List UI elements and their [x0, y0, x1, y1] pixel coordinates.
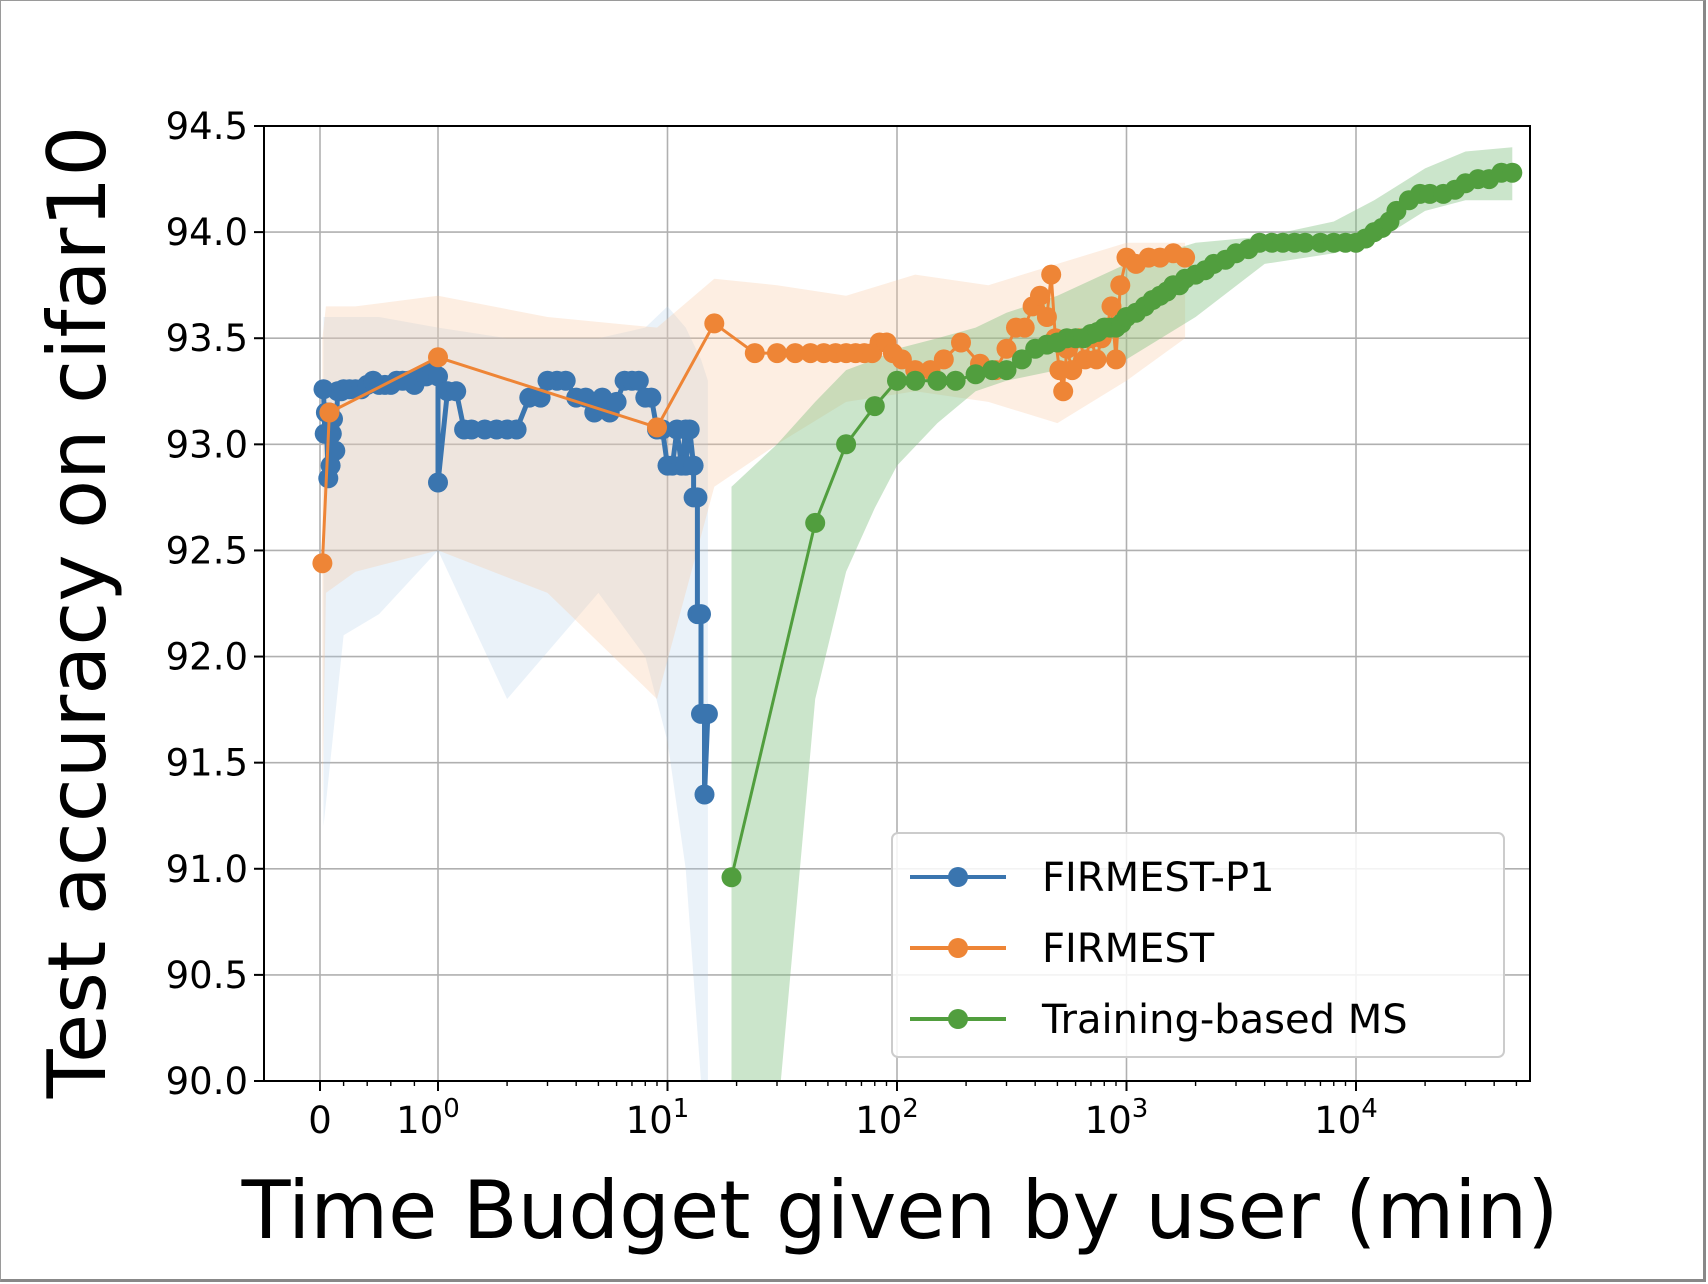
data-point	[1101, 296, 1122, 317]
y-tick-label: 94.0	[166, 211, 248, 254]
data-point	[1502, 162, 1523, 183]
data-point	[996, 338, 1017, 359]
legend-item: FIRMEST-P1	[910, 855, 1275, 901]
y-tick-label: 93.5	[166, 317, 248, 360]
data-point	[996, 360, 1017, 381]
y-tick-label: 90.0	[166, 1060, 248, 1103]
series-lines	[312, 162, 1523, 888]
data-point	[933, 349, 954, 370]
data-point	[927, 370, 948, 391]
legend-marker	[948, 867, 968, 887]
legend-item: FIRMEST	[910, 926, 1215, 972]
x-tick-label: 102	[855, 1094, 919, 1142]
series-training-based-ms	[721, 162, 1523, 888]
data-point	[428, 472, 448, 493]
data-point	[805, 512, 826, 533]
data-point	[1106, 349, 1126, 370]
axis-ticks: 90.0 90.5 91.0 91.5 92.0 92.5 93.0 93.5 94.0 94.5…	[166, 105, 1518, 1142]
data-point	[428, 366, 448, 387]
data-point	[951, 332, 971, 353]
y-tick-label: 92.0	[166, 636, 248, 679]
data-point	[1053, 381, 1074, 402]
legend-box	[891, 832, 1505, 1058]
x-tick-label: 0	[308, 1099, 332, 1142]
data-point	[1041, 264, 1062, 285]
legend-label: FIRMEST	[1042, 926, 1215, 972]
data-point	[428, 347, 448, 368]
data-point	[647, 417, 667, 438]
data-point	[697, 703, 718, 724]
y-tick-label: 90.5	[166, 954, 248, 997]
legend-item: Training-based MS	[910, 997, 1408, 1043]
data-point	[694, 784, 715, 805]
data-point	[641, 387, 662, 408]
y-tick-label: 93.0	[166, 423, 248, 466]
y-axis-label: Test accuracy on cifar10	[31, 126, 124, 1100]
data-point	[555, 370, 576, 391]
data-point	[1014, 317, 1035, 338]
data-point	[325, 440, 346, 461]
data-point	[1036, 307, 1057, 327]
x-axis-label: Time Budget given by user (min)	[241, 1164, 1559, 1257]
data-point	[721, 867, 742, 888]
data-point	[1295, 232, 1316, 253]
data-point	[1086, 349, 1107, 370]
y-tick-label: 94.5	[166, 105, 248, 148]
data-point	[704, 313, 725, 334]
data-point	[1030, 285, 1050, 306]
data-point	[965, 364, 986, 385]
data-point	[767, 343, 787, 364]
data-point	[982, 360, 1003, 381]
data-point	[319, 402, 340, 423]
data-point	[836, 434, 857, 455]
y-tick-label: 92.5	[166, 529, 248, 572]
legend-marker	[948, 1009, 968, 1029]
data-point	[864, 396, 885, 417]
data-point	[606, 391, 627, 412]
data-point	[744, 343, 765, 364]
x-tick-label: 100	[396, 1094, 460, 1142]
data-point	[891, 349, 912, 370]
confidence-band	[323, 306, 708, 1081]
y-tick-label: 91.5	[166, 742, 248, 785]
legend-label: FIRMEST-P1	[1042, 855, 1275, 901]
data-point	[945, 370, 966, 391]
x-tick-label: 104	[1314, 1094, 1378, 1142]
data-point	[785, 343, 806, 364]
x-tick-label: 103	[1085, 1094, 1149, 1142]
data-point	[312, 553, 333, 574]
data-point	[446, 381, 467, 402]
data-point	[1011, 349, 1032, 370]
data-point	[683, 455, 704, 476]
data-point	[691, 604, 711, 625]
legend-label: Training-based MS	[1041, 997, 1408, 1043]
data-point	[1175, 247, 1196, 268]
data-point	[628, 370, 649, 391]
series-firmest	[312, 243, 1196, 574]
legend-marker	[948, 938, 968, 958]
y-tick-label: 91.0	[166, 848, 248, 891]
data-point	[887, 370, 907, 391]
data-point	[679, 419, 700, 440]
x-tick-label: 101	[626, 1094, 690, 1142]
data-point	[905, 370, 926, 391]
data-point	[687, 487, 708, 508]
data-point	[1110, 275, 1131, 296]
series-firmest-p1	[313, 360, 718, 805]
data-point	[506, 419, 527, 440]
legend: FIRMEST-P1 FIRMEST Training-based MS	[891, 832, 1505, 1058]
